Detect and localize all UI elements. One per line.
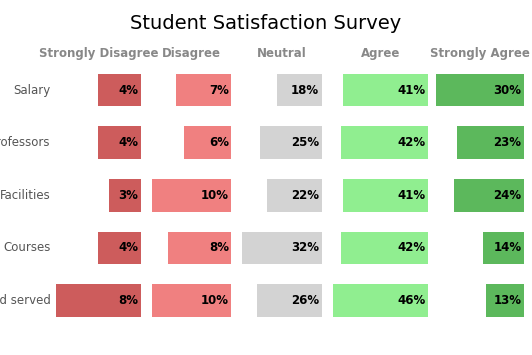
Text: 4%: 4%: [118, 84, 138, 97]
FancyBboxPatch shape: [260, 126, 322, 159]
FancyBboxPatch shape: [277, 74, 322, 106]
Text: 26%: 26%: [291, 294, 319, 307]
FancyBboxPatch shape: [332, 284, 428, 317]
Text: 8%: 8%: [118, 294, 138, 307]
Text: 46%: 46%: [397, 294, 426, 307]
Text: Salary: Salary: [13, 84, 51, 97]
FancyBboxPatch shape: [486, 284, 524, 317]
Text: Disagree: Disagree: [162, 47, 221, 60]
Text: 7%: 7%: [209, 84, 229, 97]
Text: Strongly Agree: Strongly Agree: [430, 47, 530, 60]
FancyBboxPatch shape: [343, 74, 428, 106]
FancyBboxPatch shape: [341, 126, 428, 159]
Text: Neutral: Neutral: [257, 47, 307, 60]
Text: Food served: Food served: [0, 294, 51, 307]
FancyBboxPatch shape: [454, 179, 524, 212]
FancyBboxPatch shape: [456, 126, 524, 159]
Text: 41%: 41%: [397, 84, 426, 97]
Text: 4%: 4%: [118, 136, 138, 149]
Text: Facilities: Facilities: [0, 189, 51, 202]
Text: 4%: 4%: [118, 241, 138, 254]
Text: 18%: 18%: [291, 84, 319, 97]
Text: 10%: 10%: [201, 294, 229, 307]
Text: 42%: 42%: [397, 241, 426, 254]
Text: Strongly Disagree: Strongly Disagree: [39, 47, 158, 60]
FancyBboxPatch shape: [436, 74, 524, 106]
FancyBboxPatch shape: [98, 231, 141, 264]
Text: Student Satisfaction Survey: Student Satisfaction Survey: [130, 14, 402, 33]
FancyBboxPatch shape: [152, 179, 231, 212]
Text: 8%: 8%: [209, 241, 229, 254]
Text: 6%: 6%: [209, 136, 229, 149]
Text: 42%: 42%: [397, 136, 426, 149]
Text: 41%: 41%: [397, 189, 426, 202]
FancyBboxPatch shape: [242, 231, 322, 264]
FancyBboxPatch shape: [98, 126, 141, 159]
Text: 3%: 3%: [119, 189, 138, 202]
FancyBboxPatch shape: [168, 231, 231, 264]
Text: 24%: 24%: [493, 189, 521, 202]
Text: Courses: Courses: [3, 241, 51, 254]
FancyBboxPatch shape: [257, 284, 322, 317]
FancyBboxPatch shape: [343, 179, 428, 212]
FancyBboxPatch shape: [152, 284, 231, 317]
FancyBboxPatch shape: [109, 179, 141, 212]
FancyBboxPatch shape: [483, 231, 524, 264]
FancyBboxPatch shape: [176, 74, 231, 106]
Text: 14%: 14%: [493, 241, 521, 254]
FancyBboxPatch shape: [98, 74, 141, 106]
FancyBboxPatch shape: [267, 179, 322, 212]
Text: 25%: 25%: [291, 136, 319, 149]
Text: 30%: 30%: [493, 84, 521, 97]
Text: 13%: 13%: [493, 294, 521, 307]
Text: 32%: 32%: [291, 241, 319, 254]
FancyBboxPatch shape: [341, 231, 428, 264]
FancyBboxPatch shape: [56, 284, 141, 317]
Text: 23%: 23%: [493, 136, 521, 149]
Text: Agree: Agree: [361, 47, 400, 60]
Text: 10%: 10%: [201, 189, 229, 202]
Text: Professors: Professors: [0, 136, 51, 149]
FancyBboxPatch shape: [184, 126, 231, 159]
Text: 22%: 22%: [291, 189, 319, 202]
